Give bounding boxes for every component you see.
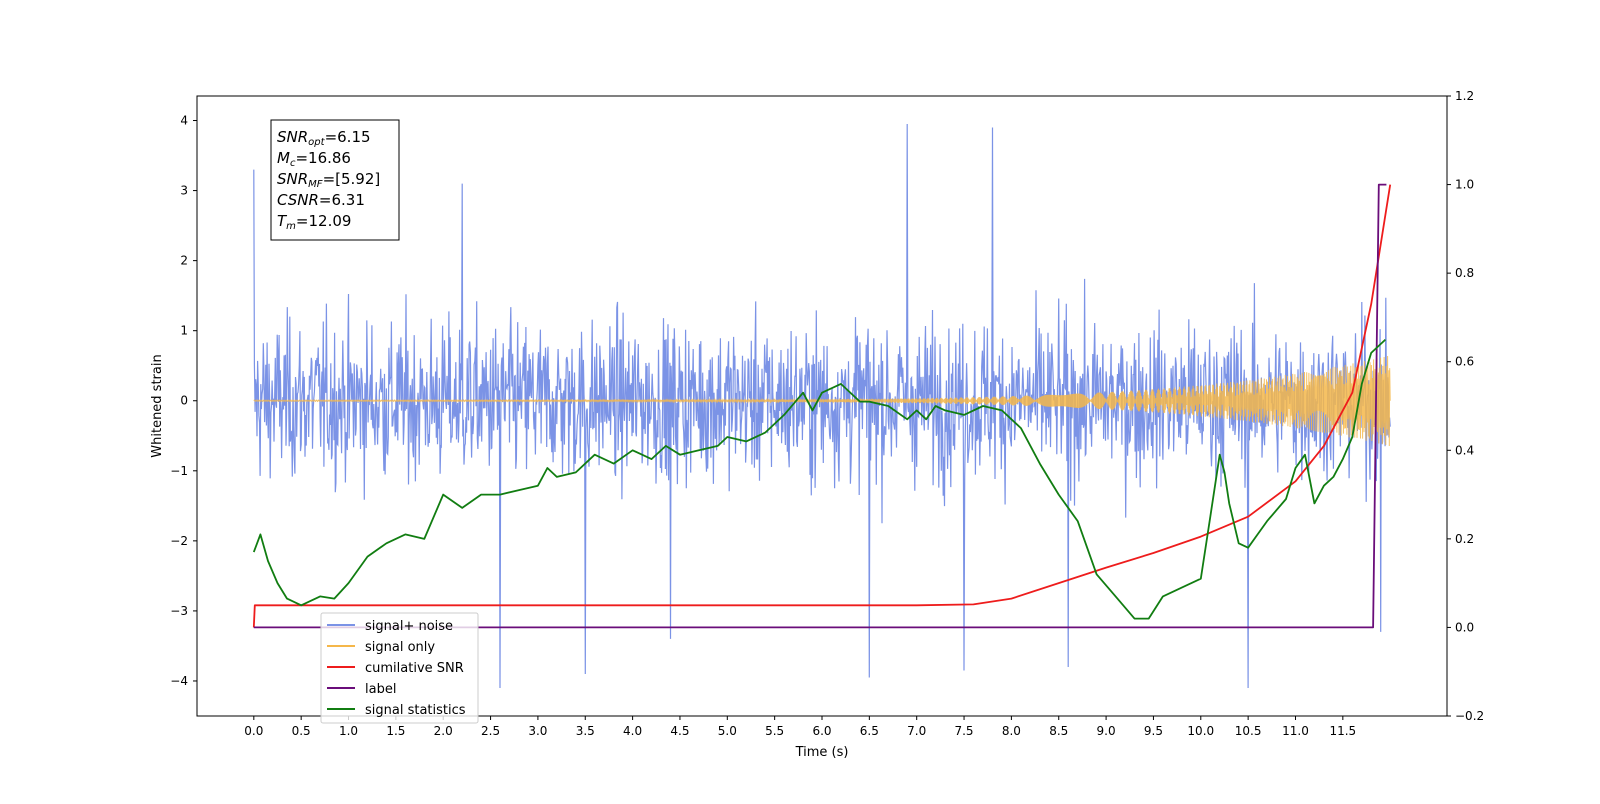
y-left-tick-label: −3 <box>170 604 188 618</box>
x-tick-label: 4.5 <box>670 724 689 738</box>
series-cumulative-snr-line <box>252 184 1392 628</box>
annotation-line: Tm=12.09 <box>277 212 351 232</box>
x-tick-label: 7.0 <box>907 724 926 738</box>
annotation-line: SNRMF=[5.92] <box>277 170 380 190</box>
x-tick-label: 0.0 <box>244 724 263 738</box>
x-tick-label: 11.5 <box>1329 724 1356 738</box>
x-axis-label: Time (s) <box>795 745 849 760</box>
y-axis-left: −4 −3 −2 −1 0 1 2 3 4 <box>170 114 197 688</box>
annotation-line: CSNR=6.31 <box>277 191 365 209</box>
x-tick-label: 8.0 <box>1002 724 1021 738</box>
y-right-tick-label: 0.4 <box>1455 443 1474 457</box>
x-tick-label: 9.0 <box>1097 724 1116 738</box>
y-left-tick-label: 4 <box>180 114 188 128</box>
legend-cumulative-snr-label: cumilative SNR <box>365 661 464 676</box>
y-left-tick-label: −1 <box>170 464 188 478</box>
legend-signal-only-label: signal only <box>365 640 435 655</box>
x-tick-label: 5.5 <box>765 724 784 738</box>
y-left-tick-label: 0 <box>180 394 188 408</box>
annotation-frame <box>270 119 400 241</box>
legend-signal-noise-label: signal+ noise <box>365 619 453 634</box>
y-right-tick-label: 1.0 <box>1455 178 1474 192</box>
legend-label-label: label <box>365 682 396 697</box>
x-tick-label: 11.0 <box>1282 724 1309 738</box>
x-tick-label: 1.0 <box>339 724 358 738</box>
y-left-tick-label: 1 <box>180 324 188 338</box>
y-right-tick-label: −0.2 <box>1455 709 1484 723</box>
x-tick-label: 0.5 <box>292 724 311 738</box>
x-tick-label: 8.5 <box>1049 724 1068 738</box>
y-axis-right: −0.2 0.0 0.2 0.4 0.6 0.8 1.0 1.2 <box>1447 89 1484 723</box>
x-tick-label: 6.0 <box>812 724 831 738</box>
x-tick-label: 3.0 <box>528 724 547 738</box>
y-left-tick-label: −4 <box>170 674 188 688</box>
x-tick-label: 3.5 <box>576 724 595 738</box>
x-tick-label: 6.5 <box>860 724 879 738</box>
series-signal-only-line <box>253 355 1391 447</box>
x-tick-label: 7.5 <box>954 724 973 738</box>
x-tick-label: 5.0 <box>718 724 737 738</box>
series-signal-statistics-line <box>252 338 1387 620</box>
y-right-tick-label: 0.0 <box>1455 620 1474 634</box>
legend: signal+ noise signal only cumilative SNR la… <box>320 612 479 724</box>
series-label-line <box>253 183 1387 629</box>
x-tick-label: 4.0 <box>623 724 642 738</box>
y-axis-label: Whitened strain <box>150 354 165 457</box>
y-left-tick-label: 2 <box>180 254 188 268</box>
plot-area <box>252 123 1392 689</box>
y-right-tick-label: 0.6 <box>1455 355 1474 369</box>
x-tick-label: 9.5 <box>1144 724 1163 738</box>
x-tick-label: 1.5 <box>386 724 405 738</box>
legend-signal-statistics-label: signal statistics <box>365 703 466 718</box>
y-right-tick-label: 0.8 <box>1455 266 1474 280</box>
y-right-tick-label: 1.2 <box>1455 89 1474 103</box>
x-tick-label: 2.5 <box>481 724 500 738</box>
y-right-tick-label: 0.2 <box>1455 532 1474 546</box>
y-left-tick-label: 3 <box>180 184 188 198</box>
x-tick-label: 2.0 <box>434 724 453 738</box>
y-left-tick-label: −2 <box>170 534 188 548</box>
annotation-line: Mc=16.86 <box>277 149 351 169</box>
x-tick-label: 10.0 <box>1187 724 1214 738</box>
x-tick-label: 10.5 <box>1235 724 1262 738</box>
metrics-annotation-box: SNRopt=6.15Mc=16.86SNRMF=[5.92]CSNR=6.31… <box>270 119 400 241</box>
annotation-line: SNRopt=6.15 <box>277 128 371 148</box>
legend-frame <box>320 612 479 724</box>
x-axis: 0.0 0.5 1.0 1.5 2.0 2.5 3.0 3.5 4.0 4.5 5.0 5.5 6.0 6… <box>244 716 1356 738</box>
